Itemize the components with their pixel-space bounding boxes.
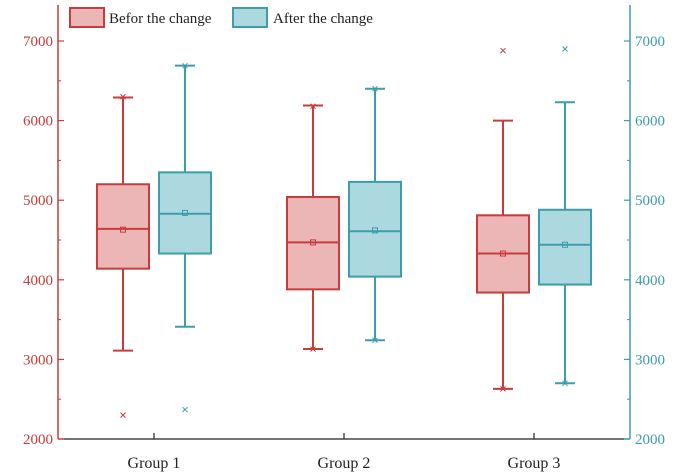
outlier-marker <box>310 346 316 352</box>
outlier-stroke <box>500 385 506 392</box>
right-y-tick-label: 4000 <box>635 273 665 289</box>
right-y-tick-label: 2000 <box>635 432 665 448</box>
outlier-stroke <box>182 62 188 69</box>
outlier-marker <box>120 93 126 100</box>
outlier-marker <box>372 85 378 92</box>
outlier-marker <box>372 337 378 344</box>
outlier-stroke <box>372 337 378 344</box>
mean-marker <box>500 250 506 257</box>
outlier-marker <box>182 406 188 413</box>
left-y-tick-label: 7000 <box>23 34 53 50</box>
box-before-group-2 <box>286 103 340 352</box>
outlier-marker <box>562 46 568 52</box>
legend-item-after: After the change <box>232 7 373 28</box>
outlier-marker <box>500 47 506 54</box>
outlier-marker <box>562 380 568 387</box>
left-y-tick-label: 2000 <box>23 432 53 448</box>
mean-marker <box>310 239 316 246</box>
iqr-box <box>96 183 150 270</box>
legend: Befor the change After the change <box>69 7 373 28</box>
right-y-tick-label: 5000 <box>635 193 665 209</box>
series-after <box>158 46 592 413</box>
outlier-stroke <box>310 103 316 110</box>
outlier-stroke <box>500 47 506 54</box>
outlier-stroke <box>120 93 126 100</box>
left-y-tick-label: 6000 <box>23 114 53 130</box>
box-after-group-3 <box>538 46 592 387</box>
iqr-box <box>348 180 402 278</box>
mean-marker <box>562 241 568 248</box>
box-after-group-2 <box>348 85 402 344</box>
outlier-stroke <box>372 85 378 92</box>
boxes-layer <box>96 46 592 418</box>
mean-marker <box>182 209 188 216</box>
mean-marker <box>372 227 378 234</box>
outlier-stroke <box>120 412 126 418</box>
x-tick-label: Group 2 <box>318 455 371 472</box>
right-y-tick-label: 7000 <box>635 34 665 50</box>
outlier-marker <box>120 412 126 418</box>
outlier-stroke <box>562 46 568 52</box>
left-y-tick-label: 4000 <box>23 273 53 289</box>
x-tick-label: Group 1 <box>128 455 181 472</box>
outlier-stroke <box>182 406 188 413</box>
legend-label: After the change <box>273 11 373 27</box>
outlier-marker <box>500 385 506 392</box>
mean-marker <box>120 226 126 233</box>
box-after-group-1 <box>158 62 212 413</box>
outlier-stroke <box>310 346 316 352</box>
legend-swatch <box>232 7 268 28</box>
legend-label: Befor the change <box>109 11 212 27</box>
box-before-group-1 <box>96 93 150 418</box>
x-tick-label: Group 3 <box>508 455 561 472</box>
right-y-tick-label: 6000 <box>635 114 665 130</box>
axes-layer: 2000 3000 4000 5000 6000 7000 2000 3000 4000 5000… <box>23 5 665 472</box>
outlier-marker <box>310 103 316 110</box>
box-before-group-3 <box>476 47 530 392</box>
left-y-tick-label: 3000 <box>23 352 53 368</box>
right-y-tick-label: 3000 <box>635 352 665 368</box>
legend-swatch <box>69 7 105 28</box>
outlier-stroke <box>562 380 568 387</box>
left-y-tick-label: 5000 <box>23 193 53 209</box>
legend-item-before: Befor the change <box>69 7 212 28</box>
series-before <box>96 47 530 418</box>
outlier-marker <box>182 62 188 69</box>
